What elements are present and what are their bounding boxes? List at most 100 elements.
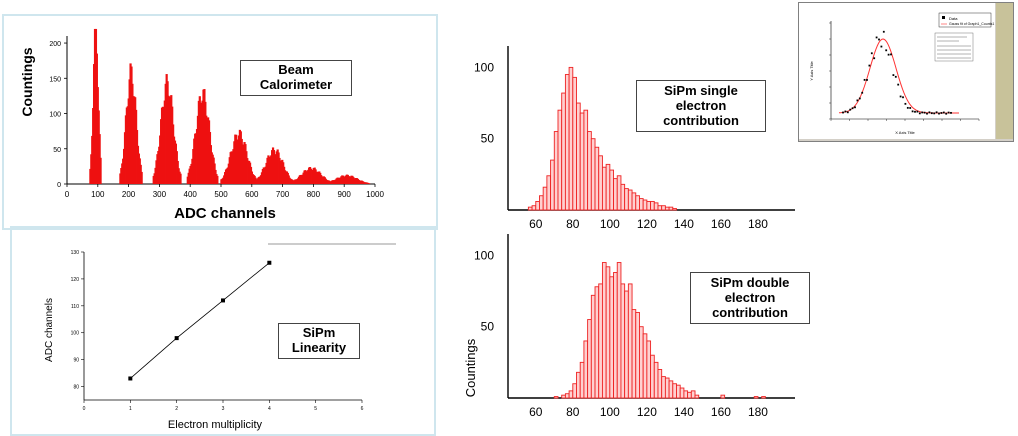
histogram-bar	[690, 390, 696, 399]
histogram-bar	[546, 175, 552, 211]
x-tick-label: 100	[600, 217, 620, 231]
inset-legend	[938, 12, 992, 28]
single-electron-x-ticks: 60 80 100 120 140 160 180	[529, 217, 768, 231]
histogram-bar	[550, 159, 555, 211]
histogram-bar	[642, 333, 648, 399]
histogram-bar	[553, 396, 559, 399]
histogram-bar	[542, 186, 548, 211]
inset-point	[940, 112, 943, 114]
inset-point	[935, 111, 938, 114]
y-tick-label: 0	[57, 182, 61, 189]
inset-legend-marker	[942, 16, 945, 19]
calorimeter-bars	[89, 28, 371, 185]
x-tick-label: 160	[711, 217, 731, 231]
histogram-bar	[631, 192, 637, 211]
x-tick-label: 140	[674, 217, 694, 231]
histogram-bar	[761, 396, 766, 399]
inset-point	[846, 111, 849, 114]
histogram-bar	[657, 369, 663, 399]
inset-point	[856, 99, 859, 102]
linearity-point	[267, 260, 272, 265]
histogram-bar	[624, 188, 629, 211]
histogram-bar	[635, 311, 640, 399]
inset-point	[942, 111, 945, 114]
histogram-bar	[561, 394, 566, 399]
calorimeter-xlabel: ADC channels	[174, 205, 276, 222]
histogram-bar	[620, 283, 626, 399]
histogram-bar	[568, 66, 574, 211]
inset-point	[885, 49, 888, 52]
histogram-bar	[650, 354, 655, 399]
x-tick-label: 3	[222, 406, 225, 412]
inset-ylabel: Y Axis Title	[809, 60, 814, 80]
histogram-bar	[646, 200, 652, 211]
histogram-bar	[650, 200, 655, 211]
inset-points	[842, 30, 952, 115]
inset-point	[928, 111, 931, 114]
inset-point	[861, 91, 864, 94]
histogram-bar	[639, 326, 644, 399]
histogram-bar	[661, 205, 666, 211]
calorimeter-bar	[179, 173, 182, 184]
x-tick-label: 120	[637, 217, 657, 231]
inset-fit-stats-lines	[937, 36, 971, 59]
histogram-bar	[576, 102, 581, 211]
linearity-chart: 0 1 2 3 4 5 6 80 90 100 110 120 130 Electron multip…	[44, 243, 396, 431]
x-tick-label: 140	[674, 405, 694, 419]
histogram-bar	[683, 390, 689, 399]
histogram-bar	[539, 195, 544, 211]
inset-point	[921, 111, 924, 114]
histogram-bar	[642, 199, 648, 211]
y-tick-label: 50	[481, 320, 495, 334]
histogram-bar	[579, 112, 585, 211]
linearity-point	[174, 336, 179, 341]
inset-point	[918, 112, 921, 115]
inset-point	[894, 75, 897, 78]
histogram-bar	[583, 340, 589, 399]
histogram-bar	[661, 376, 666, 399]
inset-point	[945, 112, 948, 115]
calorimeter-bar	[216, 175, 219, 184]
histogram-bar	[657, 205, 663, 211]
histogram-bar	[720, 394, 726, 399]
histogram-bar	[594, 146, 600, 211]
histogram-bar	[616, 175, 622, 211]
y-tick-label: 80	[73, 385, 79, 391]
histogram-bar	[576, 371, 581, 399]
calorimeter-ylabel: Countings	[19, 47, 35, 116]
inset-point	[870, 52, 873, 55]
inset-point	[858, 97, 861, 100]
histogram-bar	[609, 169, 614, 211]
inset-point	[875, 36, 878, 39]
inset-point	[899, 95, 902, 98]
histogram-bar	[687, 391, 692, 399]
double-electron-x-ticks: 60 80 100 120 140 160 180	[529, 405, 768, 419]
histogram-bar	[587, 319, 592, 399]
linearity-ylabel: ADC channels	[44, 298, 55, 362]
histogram-bar	[676, 384, 681, 399]
double-electron-ylabel: Countings	[463, 338, 478, 397]
inset-plot-area: Data Gauss fit of Graph1_Counts1 X Axis …	[799, 3, 995, 139]
x-tick-label: 1	[129, 406, 132, 412]
linearity-x-ticks: 0 1 2 3 4 5 6	[83, 400, 364, 412]
x-tick-label: 80	[566, 217, 580, 231]
inset-point	[851, 107, 854, 110]
histogram-bar	[535, 200, 540, 211]
x-tick-label: 500	[214, 190, 228, 199]
calorimeter-bar	[99, 157, 102, 184]
y-tick-label: 90	[73, 358, 79, 364]
inset-point	[866, 79, 868, 81]
inset-point	[938, 112, 940, 115]
histogram-bar	[579, 361, 585, 399]
x-tick-label: 180	[748, 217, 768, 231]
x-tick-label: 900	[338, 190, 352, 199]
inset-point	[873, 57, 876, 60]
x-tick-label: 160	[711, 405, 731, 419]
histogram-bar	[590, 138, 596, 211]
inset-point	[868, 64, 871, 67]
inset-point	[849, 108, 852, 111]
inset-point	[916, 110, 919, 113]
histogram-bar	[572, 383, 577, 399]
x-tick-label: 100	[600, 405, 620, 419]
x-tick-label: 80	[566, 405, 580, 419]
